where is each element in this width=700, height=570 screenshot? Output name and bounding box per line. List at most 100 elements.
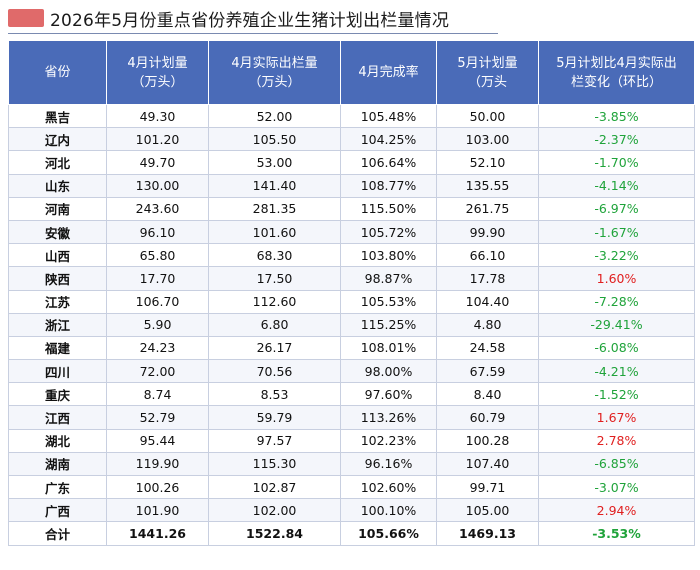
cell-apr-actual: 101.60 (208, 219, 341, 245)
cell-change: -1.52% (538, 382, 695, 407)
cell-may-plan: 261.75 (436, 196, 539, 221)
cell-apr-rate: 100.10% (340, 498, 437, 523)
table-total-row: 合计 1441.26 1522.84 105.66% 1469.13 -3.53% (8, 521, 695, 546)
cell-apr-rate: 103.80% (340, 243, 437, 268)
cell-change: -3.53% (538, 521, 695, 546)
cell-apr-rate: 105.48% (340, 103, 437, 129)
data-table: 省份 4月计划量 （万头） 4月实际出栏量 （万头） 4月完成率 5月计划量 （万头 … (8, 40, 695, 546)
cell-apr-rate: 98.00% (340, 359, 437, 384)
cell-province: 辽内 (8, 127, 107, 152)
cell-apr-plan: 52.79 (106, 405, 209, 430)
cell-change: -6.97% (538, 196, 695, 221)
cell-apr-actual: 102.87 (208, 474, 341, 500)
header-may-plan: 5月计划量 （万头 (436, 40, 539, 105)
cell-province: 浙江 (8, 312, 107, 337)
cell-province: 黑吉 (8, 103, 107, 129)
table-row: 重庆 8.74 8.53 97.60% 8.40 -1.52% (8, 382, 695, 407)
table-row: 江西 52.79 59.79 113.26% 60.79 1.67% (8, 405, 695, 430)
cell-change: -3.22% (538, 243, 695, 268)
cell-apr-plan: 65.80 (106, 243, 209, 268)
cell-apr-plan: 100.26 (106, 474, 209, 500)
header-apr-plan: 4月计划量 （万头） (106, 40, 209, 105)
cell-province: 福建 (8, 335, 107, 361)
cell-apr-actual: 1522.84 (208, 521, 341, 546)
cell-change: -3.07% (538, 474, 695, 500)
cell-province: 河北 (8, 150, 107, 175)
cell-may-plan: 103.00 (436, 127, 539, 152)
cell-province: 广西 (8, 498, 107, 523)
cell-apr-plan: 119.90 (106, 451, 209, 477)
cell-may-plan: 104.40 (436, 289, 539, 314)
cell-may-plan: 67.59 (436, 359, 539, 384)
cell-province: 重庆 (8, 382, 107, 407)
cell-apr-actual: 70.56 (208, 359, 341, 384)
cell-may-plan: 52.10 (436, 150, 539, 175)
cell-apr-plan: 49.70 (106, 150, 209, 175)
title-bar: 2026年5月份重点省份养殖企业生猪计划出栏量情况 (8, 4, 449, 32)
cell-change: -1.67% (538, 219, 695, 245)
cell-province: 合计 (8, 521, 107, 546)
cell-province: 河南 (8, 196, 107, 221)
cell-may-plan: 135.55 (436, 173, 539, 198)
cell-change: 1.60% (538, 266, 695, 291)
table-row: 黑吉 49.30 52.00 105.48% 50.00 -3.85% (8, 103, 695, 129)
cell-apr-plan: 96.10 (106, 219, 209, 245)
cell-apr-rate: 96.16% (340, 451, 437, 477)
cell-change: -2.37% (538, 127, 695, 152)
cell-apr-plan: 72.00 (106, 359, 209, 384)
cell-change: -3.85% (538, 103, 695, 129)
cell-may-plan: 17.78 (436, 266, 539, 291)
cell-apr-plan: 1441.26 (106, 521, 209, 546)
cell-apr-plan: 17.70 (106, 266, 209, 291)
cell-apr-plan: 24.23 (106, 335, 209, 361)
cell-may-plan: 99.71 (436, 474, 539, 500)
table-row: 福建 24.23 26.17 108.01% 24.58 -6.08% (8, 335, 695, 361)
cell-change: -4.21% (538, 359, 695, 384)
cell-province: 湖北 (8, 428, 107, 453)
table-row: 河北 49.70 53.00 106.64% 52.10 -1.70% (8, 150, 695, 175)
table-header-row: 省份 4月计划量 （万头） 4月实际出栏量 （万头） 4月完成率 5月计划量 （万头 … (8, 40, 695, 105)
cell-may-plan: 100.28 (436, 428, 539, 453)
cell-apr-actual: 115.30 (208, 451, 341, 477)
cell-change: -1.70% (538, 150, 695, 175)
cell-apr-rate: 108.01% (340, 335, 437, 361)
header-apr-actual: 4月实际出栏量 （万头） (208, 40, 341, 105)
cell-province: 陕西 (8, 266, 107, 291)
page-title: 2026年5月份重点省份养殖企业生猪计划出栏量情况 (50, 10, 450, 31)
cell-may-plan: 4.80 (436, 312, 539, 337)
table-row: 四川 72.00 70.56 98.00% 67.59 -4.21% (8, 359, 695, 384)
cell-may-plan: 1469.13 (436, 521, 539, 546)
cell-apr-rate: 97.60% (340, 382, 437, 407)
table-row: 湖南 119.90 115.30 96.16% 107.40 -6.85% (8, 451, 695, 477)
cell-province: 四川 (8, 359, 107, 384)
cell-apr-plan: 130.00 (106, 173, 209, 198)
cell-apr-plan: 101.90 (106, 498, 209, 523)
cell-may-plan: 107.40 (436, 451, 539, 477)
header-province: 省份 (8, 40, 107, 105)
table-row: 湖北 95.44 97.57 102.23% 100.28 2.78% (8, 428, 695, 453)
cell-apr-rate: 105.72% (340, 219, 437, 245)
cell-change: -6.08% (538, 335, 695, 361)
cell-province: 安徽 (8, 219, 107, 245)
cell-apr-plan: 95.44 (106, 428, 209, 453)
cell-change: 2.94% (538, 498, 695, 523)
redaction-mark (8, 9, 44, 27)
cell-apr-rate: 104.25% (340, 127, 437, 152)
cell-may-plan: 60.79 (436, 405, 539, 430)
cell-apr-plan: 243.60 (106, 196, 209, 221)
cell-change: -29.41% (538, 312, 695, 337)
cell-apr-actual: 97.57 (208, 428, 341, 453)
cell-province: 广东 (8, 474, 107, 500)
cell-change: -7.28% (538, 289, 695, 314)
cell-may-plan: 66.10 (436, 243, 539, 268)
cell-apr-plan: 8.74 (106, 382, 209, 407)
cell-apr-rate: 106.64% (340, 150, 437, 175)
cell-apr-actual: 112.60 (208, 289, 341, 314)
table-row: 江苏 106.70 112.60 105.53% 104.40 -7.28% (8, 289, 695, 314)
cell-may-plan: 105.00 (436, 498, 539, 523)
cell-apr-plan: 49.30 (106, 103, 209, 129)
cell-apr-actual: 105.50 (208, 127, 341, 152)
cell-province: 湖南 (8, 451, 107, 477)
cell-apr-actual: 141.40 (208, 173, 341, 198)
cell-may-plan: 24.58 (436, 335, 539, 361)
